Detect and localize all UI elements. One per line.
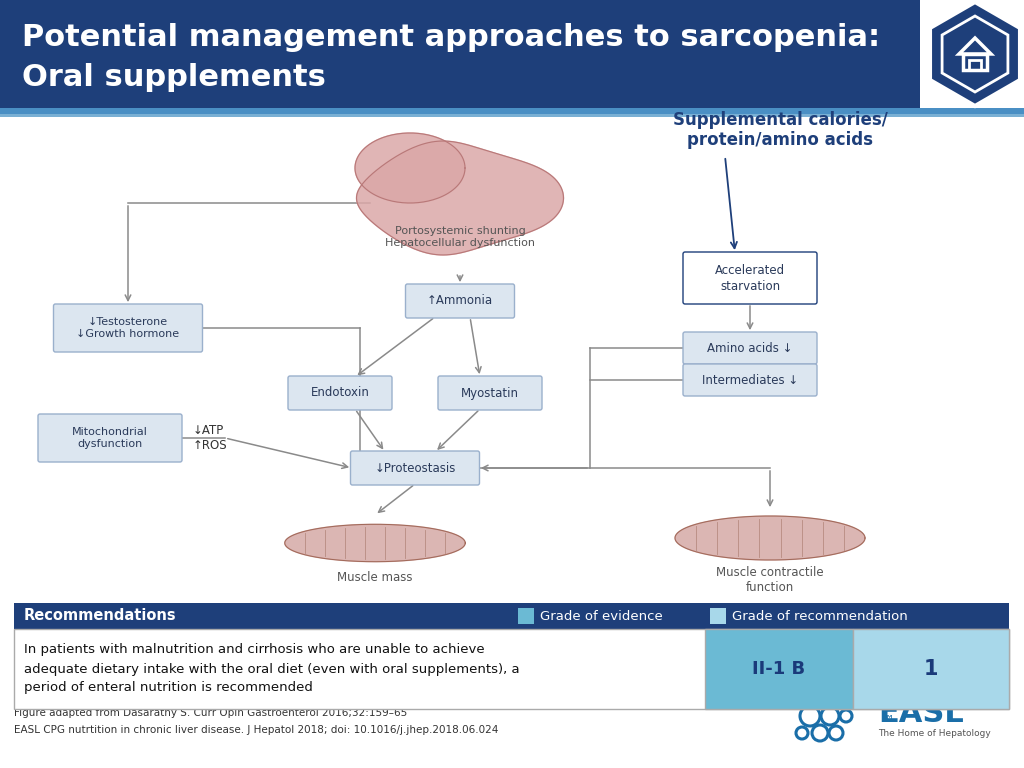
Text: ↓ATP
↑ROS: ↓ATP ↑ROS: [193, 424, 227, 452]
Text: Oral supplements: Oral supplements: [22, 64, 326, 92]
Bar: [14, 603, 1009, 629]
Text: Endotoxin: Endotoxin: [310, 386, 370, 399]
Polygon shape: [356, 141, 563, 255]
Text: Recommendations: Recommendations: [24, 608, 176, 624]
Text: In patients with malnutrition and cirrhosis who are unable to achieve
adequate d: In patients with malnutrition and cirrho…: [24, 644, 519, 694]
Polygon shape: [355, 133, 465, 203]
Bar: [963, 54, 987, 70]
Text: Myostatin: Myostatin: [461, 386, 519, 399]
Polygon shape: [675, 516, 865, 560]
Bar: [0, 108, 1024, 114]
Text: Portosystemic shunting
Hepatocellular dysfunction: Portosystemic shunting Hepatocellular dy…: [385, 226, 535, 247]
Text: Figure adapted from Dasarathy S. Curr Opin Gastroenterol 2016;32:159–65: Figure adapted from Dasarathy S. Curr Op…: [14, 708, 408, 718]
Text: EASL CPG nutrtition in chronic liver disease. J Hepatol 2018; doi: 10.1016/j.jhe: EASL CPG nutrtition in chronic liver dis…: [14, 725, 499, 735]
FancyBboxPatch shape: [406, 284, 514, 318]
Polygon shape: [942, 16, 1008, 92]
Bar: [705, 629, 853, 709]
Text: ↑Ammonia: ↑Ammonia: [427, 294, 494, 307]
Polygon shape: [930, 2, 1020, 106]
FancyBboxPatch shape: [438, 376, 542, 410]
FancyBboxPatch shape: [350, 451, 479, 485]
Bar: [710, 608, 726, 624]
FancyBboxPatch shape: [683, 332, 817, 364]
Text: The Home of Hepatology: The Home of Hepatology: [878, 730, 991, 739]
Polygon shape: [285, 525, 465, 561]
Text: Amino acids ↓: Amino acids ↓: [708, 342, 793, 355]
Text: II-1 B: II-1 B: [753, 660, 806, 678]
Text: Muscle contractile
function: Muscle contractile function: [716, 566, 824, 594]
FancyBboxPatch shape: [288, 376, 392, 410]
Bar: [14, 629, 1009, 709]
Text: Mitochondrial
dysfunction: Mitochondrial dysfunction: [72, 427, 147, 449]
Text: Muscle mass: Muscle mass: [337, 571, 413, 584]
Text: EASL: EASL: [878, 699, 964, 727]
Text: Grade of recommendation: Grade of recommendation: [732, 610, 907, 623]
Text: ↓Proteostasis: ↓Proteostasis: [375, 462, 456, 475]
Bar: [853, 629, 1009, 709]
Text: Accelerated
starvation: Accelerated starvation: [715, 263, 785, 293]
Bar: [518, 608, 534, 624]
Bar: [0, 114, 1024, 117]
Text: ↓Testosterone
↓Growth hormone: ↓Testosterone ↓Growth hormone: [77, 317, 179, 339]
Text: ™: ™: [881, 713, 895, 727]
FancyBboxPatch shape: [683, 252, 817, 304]
Text: Supplemental calories/
protein/amino acids: Supplemental calories/ protein/amino aci…: [673, 111, 888, 150]
Text: Intermediates ↓: Intermediates ↓: [701, 373, 798, 386]
Bar: [969, 60, 981, 70]
FancyBboxPatch shape: [683, 364, 817, 396]
Bar: [0, 0, 920, 108]
FancyBboxPatch shape: [38, 414, 182, 462]
Text: Potential management approaches to sarcopenia:: Potential management approaches to sarco…: [22, 24, 880, 52]
Text: Grade of evidence: Grade of evidence: [540, 610, 663, 623]
Text: 1: 1: [924, 659, 938, 679]
FancyBboxPatch shape: [53, 304, 203, 352]
